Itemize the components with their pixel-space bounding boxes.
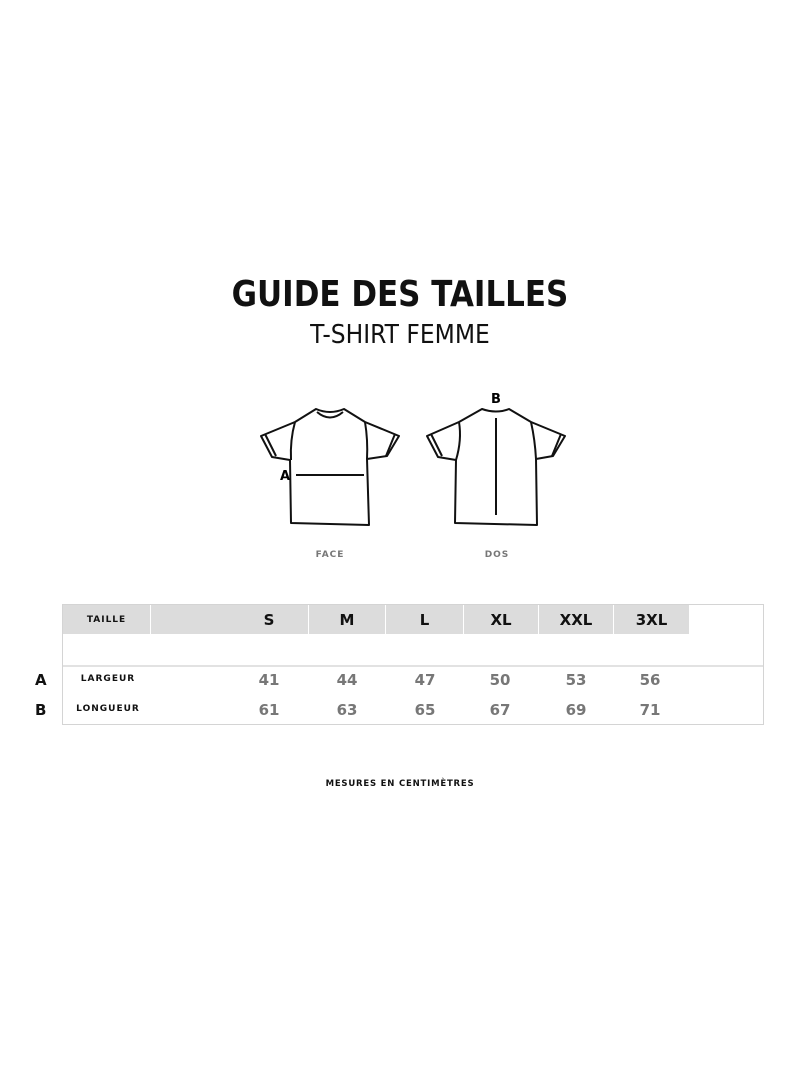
value-cell: 69 <box>565 701 587 719</box>
front-label: FACE <box>315 550 345 560</box>
row-marker-a: A <box>35 671 47 689</box>
value-cell: 56 <box>639 671 661 689</box>
value-cell: 65 <box>414 701 436 719</box>
header-size: 3XL <box>614 605 689 634</box>
tshirt-back-icon <box>426 408 566 526</box>
value-cell: 50 <box>489 671 511 689</box>
back-label: DOS <box>484 550 510 560</box>
row-label-longueur: LONGUEUR <box>76 704 140 714</box>
header-size: S <box>230 605 308 634</box>
header-size: XXL <box>539 605 613 634</box>
header-size: M <box>309 605 385 634</box>
value-cell: 63 <box>336 701 358 719</box>
divider <box>63 665 763 667</box>
header-blank <box>151 605 230 634</box>
marker-a: A <box>280 469 290 484</box>
footer-note: MESURES EN CENTIMÈTRES <box>325 779 475 789</box>
value-cell: 47 <box>414 671 436 689</box>
tshirt-front-icon <box>260 408 400 526</box>
row-marker-b: B <box>35 701 47 719</box>
header-size: L <box>386 605 463 634</box>
value-cell: 41 <box>258 671 280 689</box>
page-subtitle: T-SHIRT FEMME <box>310 320 490 350</box>
page-title: GUIDE DES TAILLES <box>231 274 569 315</box>
value-cell: 44 <box>336 671 358 689</box>
marker-b: B <box>491 392 501 407</box>
value-cell: 71 <box>639 701 661 719</box>
header-size: XL <box>464 605 538 634</box>
tshirt-diagrams: A B <box>260 392 566 526</box>
size-table: TAILLE S M L XL XXL 3XL LARGEUR LONGUEUR… <box>62 604 764 725</box>
value-cell: 67 <box>489 701 511 719</box>
value-cell: 61 <box>258 701 280 719</box>
header-taille: TAILLE <box>63 605 150 634</box>
row-label-largeur: LARGEUR <box>80 674 136 684</box>
value-cell: 53 <box>565 671 587 689</box>
